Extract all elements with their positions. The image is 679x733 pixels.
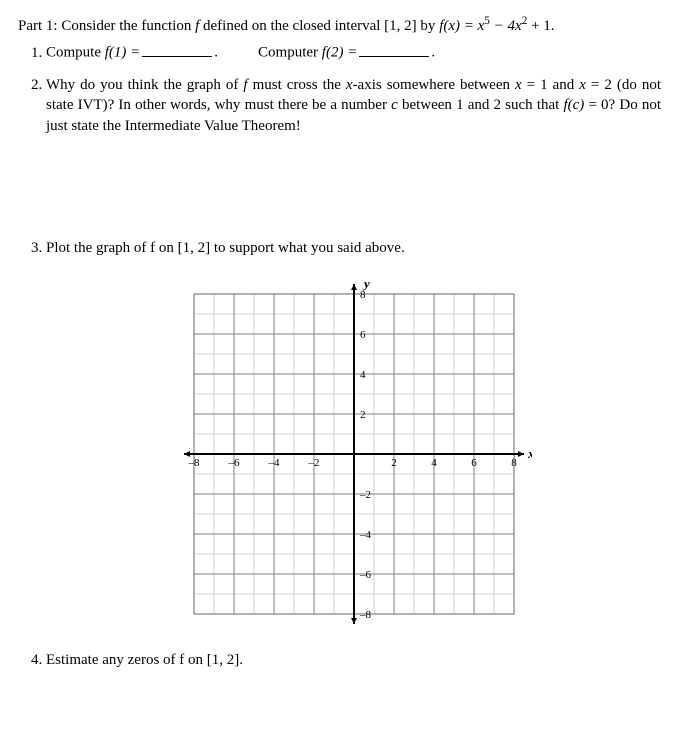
q1b: Computer f(2) =. xyxy=(258,42,435,63)
q2-d: = 1 and xyxy=(522,77,580,93)
q2-a: Why do you think the graph of xyxy=(46,77,243,93)
svg-text:2: 2 xyxy=(391,457,397,469)
svg-text:–8: –8 xyxy=(187,457,200,469)
q1a-expr: f(1) = xyxy=(105,45,141,61)
q1b-blank[interactable] xyxy=(359,42,429,57)
svg-text:4: 4 xyxy=(431,457,437,469)
svg-text:–2: –2 xyxy=(359,489,371,501)
svg-text:–8: –8 xyxy=(359,609,372,621)
fn-lhs: f(x) = x xyxy=(439,18,484,34)
svg-text:y: y xyxy=(362,276,370,291)
svg-text:x: x xyxy=(527,446,532,461)
fn-tail: + 1. xyxy=(527,18,554,34)
q2-b: must cross the xyxy=(248,77,346,93)
q1a-prefix: Compute xyxy=(46,45,105,61)
q1a-period: . xyxy=(214,45,218,61)
coordinate-grid[interactable]: –8–6–4–22468–8–6–4–22468xy xyxy=(176,276,532,632)
q1: Compute f(1) =. Computer f(2) =. xyxy=(46,42,661,63)
q2: Why do you think the graph of f must cro… xyxy=(46,75,661,226)
q2-fc: f(c) xyxy=(563,97,584,113)
question-list: Compute f(1) =. Computer f(2) =. Why do … xyxy=(18,42,661,670)
part-label: Part 1: xyxy=(18,18,58,34)
q1b-expr: f(2) = xyxy=(322,45,358,61)
svg-text:6: 6 xyxy=(360,329,366,341)
q2-x2: x xyxy=(515,77,522,93)
q2-x3: x xyxy=(579,77,586,93)
svg-text:2: 2 xyxy=(360,409,366,421)
q3-text: Plot the graph of f on [1, 2] to support… xyxy=(46,240,405,256)
part-header: Part 1: Consider the function f defined … xyxy=(18,14,661,36)
intro-a: Consider the function xyxy=(61,18,195,34)
q2-cvar: c xyxy=(391,97,398,113)
svg-text:4: 4 xyxy=(360,369,366,381)
q2-answer-space[interactable] xyxy=(46,136,661,226)
q2-x1: x xyxy=(346,77,353,93)
graph-container: –8–6–4–22468–8–6–4–22468xy xyxy=(46,276,661,638)
q4: Estimate any zeros of f on [1, 2]. xyxy=(46,650,661,670)
svg-text:–6: –6 xyxy=(227,457,240,469)
svg-text:–6: –6 xyxy=(359,569,372,581)
fn-mid: − 4x xyxy=(490,18,522,34)
q2-f2: between 1 and 2 such that xyxy=(398,97,564,113)
q1a-blank[interactable] xyxy=(142,42,212,57)
q4-text: Estimate any zeros of f on [1, 2]. xyxy=(46,652,243,668)
q2-c: -axis somewhere between xyxy=(353,77,515,93)
svg-text:–4: –4 xyxy=(267,457,280,469)
q3: Plot the graph of f on [1, 2] to support… xyxy=(46,238,661,639)
q1b-period: . xyxy=(431,45,435,61)
q1b-prefix: Computer xyxy=(258,45,322,61)
svg-text:–2: –2 xyxy=(307,457,319,469)
q1a: Compute f(1) =. xyxy=(46,42,218,63)
svg-text:8: 8 xyxy=(511,457,517,469)
intro-b: defined on the closed interval [1, 2] by xyxy=(199,18,439,34)
svg-text:–4: –4 xyxy=(359,529,372,541)
svg-text:6: 6 xyxy=(471,457,477,469)
